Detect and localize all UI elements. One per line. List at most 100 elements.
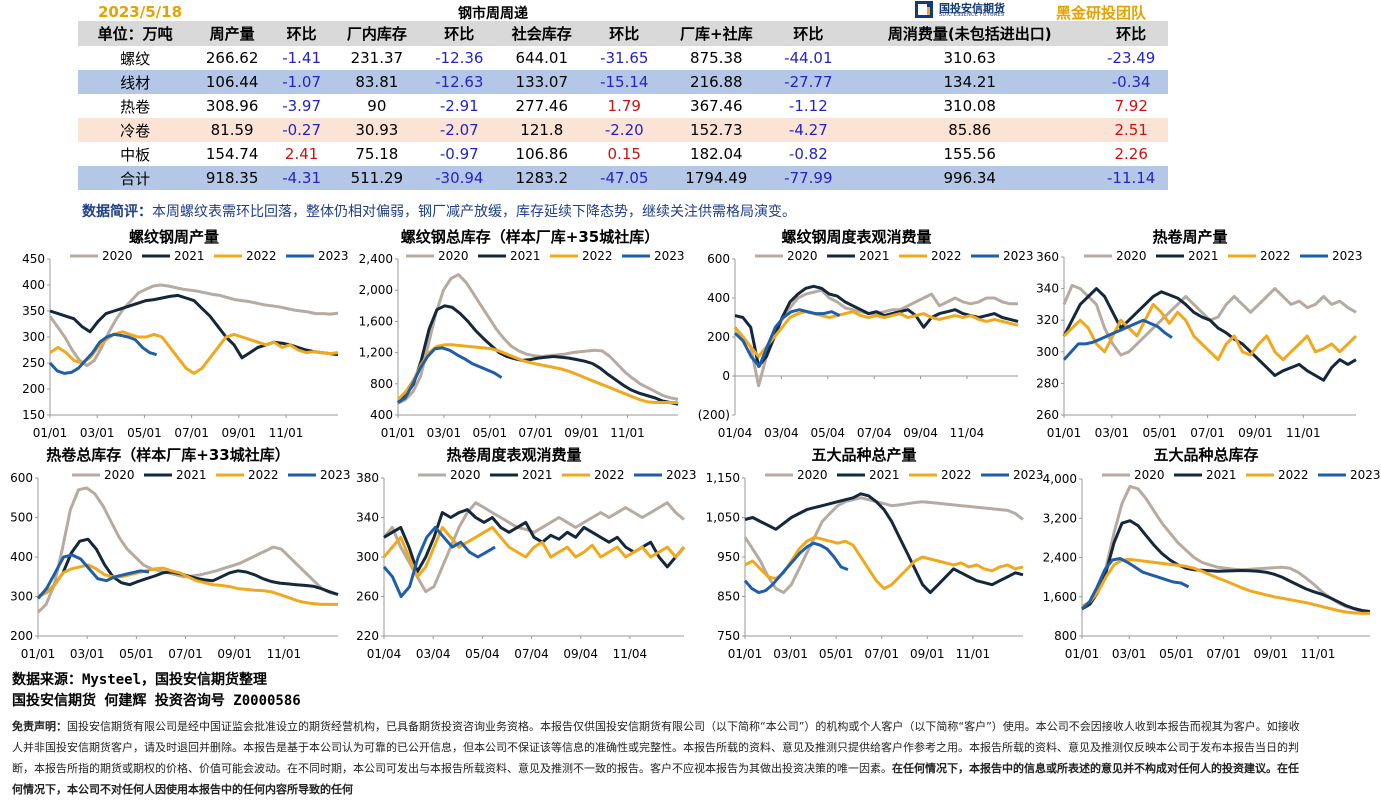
series-line-2021 [37, 537, 339, 598]
legend-label-2021: 2021 [859, 249, 890, 263]
x-tick-label: 03/04 [416, 647, 451, 661]
table-cell: 106.86 [515, 145, 569, 163]
x-tick-label: 11/04 [950, 426, 985, 440]
x-tick-label: 01/04 [367, 647, 402, 661]
x-tick-label: 09/01 [222, 426, 257, 440]
table-cell: -15.14 [587, 70, 662, 94]
table-cell: 81.59 [192, 118, 273, 142]
table-cell: -2.20 [587, 118, 662, 142]
chart-title: 热卷周度表观消费量 [446, 446, 581, 464]
row-label: 热卷 [120, 97, 151, 116]
x-tick-label: 05/01 [819, 647, 854, 661]
table-row: 热卷 308.96 -3.97 90 -2.91 277.46 1.79 367.46 -1.1… [78, 94, 1168, 118]
y-tick-label: 400 [707, 291, 730, 305]
y-tick-label: 0 [722, 369, 730, 383]
x-tick-label: 01/01 [728, 647, 763, 661]
x-tick-label: 11/01 [1301, 647, 1336, 661]
logo-mark-icon [915, 1, 933, 18]
legend-label-2022: 2022 [594, 468, 625, 482]
series-line-2023 [48, 332, 158, 375]
table-cell: 30.93 [331, 118, 423, 142]
legend-label-2023: 2023 [1013, 468, 1044, 482]
series-line-2023 [743, 541, 849, 595]
y-tick-label: 300 [10, 590, 33, 604]
x-tick-label: 03/01 [1095, 426, 1130, 440]
x-tick-label: 07/01 [174, 426, 209, 440]
legend-label-2023: 2023 [1332, 249, 1363, 263]
report-title: 钢市周周递 [458, 6, 528, 22]
disclaimer-text: 国投安信期货有限公司是经中国证监会批准设立的期货经营机构，已具备期货投资咨询业务… [12, 720, 1300, 775]
legend-label-2021: 2021 [510, 249, 541, 263]
y-tick-label: 800 [1054, 629, 1077, 643]
x-tick-label: 11/04 [613, 647, 648, 661]
y-tick-label: 320 [1036, 313, 1059, 327]
chart-title: 热卷总库存（样本厂库+33城社库） [46, 446, 289, 464]
table-cell: -77.99 [771, 166, 846, 190]
table-cell: 1.79 [607, 97, 641, 115]
company-logo: 国投安信期货 SDIC ESSENCE FUTURES [915, 0, 1040, 20]
series-line-2021 [1081, 519, 1371, 613]
table-cell: -12.63 [422, 70, 497, 94]
x-tick-label: 05/01 [127, 426, 162, 440]
x-tick-label: 05/01 [119, 647, 154, 661]
table-header-row: 单位：万吨 周产量 环比 厂内库存 环比 社会库存 环比 厂库+社库 环比 周消费量(未包括进出口… [78, 21, 1168, 46]
series-line-2023 [733, 308, 841, 368]
series-line-2020 [382, 501, 685, 594]
chart-title: 五大品种总产量 [811, 446, 916, 464]
y-tick-label: 2,400 [1043, 551, 1077, 565]
table-cell: -31.65 [600, 49, 649, 67]
x-tick-label: 07/04 [514, 647, 549, 661]
y-tick-label: 220 [356, 629, 379, 643]
table-body: 螺纹 266.62 -1.41 231.37 -12.36 644.01 -31.65 875… [78, 46, 1168, 190]
chart-2: 螺纹钢总库存（样本厂库+35城社库） 2020 2021 2022 2023 400 800… [359, 228, 685, 440]
series-line-2022 [1062, 302, 1358, 362]
legend-label-2020: 2020 [102, 249, 133, 263]
table-row: 冷卷 81.59 -0.27 30.93 -2.07 121.8 -2.20 152.73 -4… [78, 118, 1168, 142]
chart-1: 螺纹钢周产量 2020 2021 2022 2023 150 200 250 300 350 400… [22, 228, 348, 440]
table-cell: 308.96 [205, 97, 259, 115]
y-tick-label: 340 [1036, 282, 1059, 296]
table-row: 中板 154.74 2.41 75.18 -0.97 106.86 0.15 182.04 -0… [78, 142, 1168, 166]
column-header: 单位：万吨 [78, 21, 193, 46]
y-tick-label: 200 [707, 330, 730, 344]
x-tick-label: 09/01 [1254, 647, 1289, 661]
series-line-2021 [396, 304, 679, 406]
series-line-2021 [1062, 287, 1357, 382]
table-cell: -12.36 [435, 49, 484, 67]
y-tick-label: 1,200 [359, 346, 393, 360]
y-tick-label: 400 [10, 550, 33, 564]
y-tick-label: 600 [10, 471, 33, 485]
y-tick-label: 750 [717, 629, 740, 643]
table-cell: -0.34 [1094, 70, 1168, 94]
x-tick-label: 01/01 [381, 426, 416, 440]
legend-label-2022: 2022 [1260, 249, 1291, 263]
table-cell: 875.38 [690, 49, 743, 67]
y-tick-label: 400 [370, 408, 393, 422]
x-tick-label: 07/01 [1190, 426, 1225, 440]
y-tick-label: 200 [10, 629, 33, 643]
y-tick-label: (200) [698, 408, 730, 422]
x-tick-label: 03/01 [70, 647, 105, 661]
disclaimer-label: 免责声明： [12, 720, 67, 733]
y-tick-label: 340 [356, 511, 379, 525]
x-tick-label: 05/01 [1159, 647, 1194, 661]
legend-label-2022: 2022 [1278, 468, 1309, 482]
table-cell: -4.31 [272, 166, 332, 190]
table-cell: 310.63 [943, 49, 996, 67]
disclaimer-bold-text: 在任何情况下，本报告中的信息或所表述的意见并不构成对任何人的投资建议。在任何情况… [12, 762, 1299, 796]
y-tick-label: 360 [1036, 250, 1059, 264]
table-cell: -0.97 [439, 145, 479, 163]
x-tick-label: 01/01 [1047, 426, 1082, 440]
table-cell: 996.34 [845, 166, 1095, 190]
y-tick-label: 4,000 [1043, 472, 1077, 486]
table-cell: -3.97 [282, 97, 322, 115]
series-line-2023 [397, 346, 503, 404]
column-header: 周消费量(未包括进出口) [845, 21, 1095, 46]
table-cell: -44.01 [784, 49, 833, 67]
legend-label-2021: 2021 [522, 468, 553, 482]
table-cell: 90 [367, 97, 387, 115]
chart-6: 热卷周度表观消费量 2020 2021 2022 2023 220 260 300 340 380… [356, 446, 696, 661]
series-line-2022 [1081, 558, 1370, 615]
x-tick-label: 01/04 [718, 426, 753, 440]
y-tick-label: 1,600 [359, 314, 393, 328]
